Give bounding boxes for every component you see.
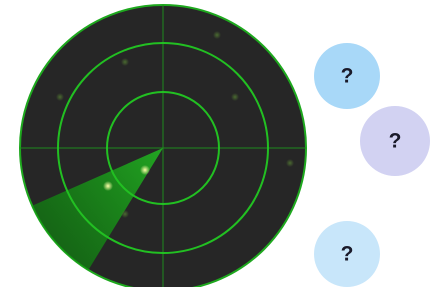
blip [121, 210, 129, 218]
blip [103, 181, 113, 191]
bubble[interactable]: ? [360, 106, 430, 176]
bubble-label[interactable]: ? [341, 243, 354, 266]
blip [286, 159, 294, 167]
blip [56, 93, 64, 101]
bubble[interactable]: ? [314, 43, 380, 109]
blip [231, 93, 239, 101]
screen: ? ? ? [0, 0, 440, 287]
blip [213, 31, 221, 39]
page: ? ? ? (() => { const data = JSON.parse(d… [0, 0, 440, 287]
bubble-label[interactable]: ? [341, 65, 354, 88]
blip [121, 58, 129, 66]
bubble-label[interactable]: ? [389, 130, 402, 153]
blip [140, 165, 150, 175]
bubble[interactable]: ? [314, 221, 380, 287]
radar [0, 5, 306, 287]
